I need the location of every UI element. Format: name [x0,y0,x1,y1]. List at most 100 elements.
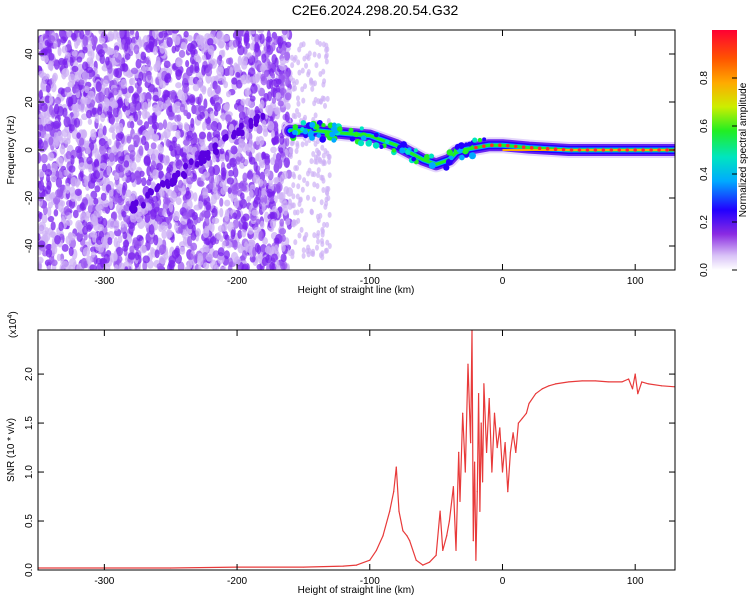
snr-point [499,427,501,429]
spectrogram-y-axis: -40 -20 0 20 40 [24,48,675,253]
noise-blob [146,179,152,186]
noise-blob [48,136,54,146]
noise-blob [301,97,306,104]
noise-blob [159,42,166,54]
noise-blob [124,95,129,107]
x-tick-label: -300 [94,276,114,287]
noise-blob [197,200,204,210]
colorbar-label: Normalized spectral amplitude [738,82,749,217]
noise-blob [310,85,315,92]
snr-point [475,559,477,561]
noise-blob [231,195,238,203]
noise-blob [121,185,126,196]
noise-blob [99,154,107,165]
colorbar: 0.0 0.2 0.4 0.6 0.8 Normalized spectral ampl… [699,30,749,277]
snr-point [170,567,172,569]
noise-blob [124,41,129,52]
noise-blob [186,199,193,210]
noise-blob [66,30,72,38]
noise-blob [239,192,245,200]
noise-blob [233,62,239,72]
noise-blob [291,85,296,92]
noise-blob [291,221,296,228]
noise-blob [166,166,171,174]
signal-speckle [373,132,379,138]
signal-speckle [482,137,487,142]
noise-blob [141,177,147,187]
snr-point [509,451,512,454]
noise-blob [256,124,263,134]
noise-blob [205,253,213,262]
snr-point [481,481,484,483]
noise-blob [117,196,125,206]
noise-blob [168,260,176,269]
snr-point [448,520,450,522]
noise-blob [219,181,227,188]
noise-blob [82,46,88,54]
noise-blob [38,233,41,241]
noise-blob [315,171,320,178]
noise-blob [211,217,220,224]
noise-blob [219,197,224,207]
noise-blob [290,249,295,256]
noise-blob [168,105,173,113]
noise-blob [158,31,164,39]
signal-speckle [324,131,331,138]
noise-blob [277,100,284,107]
signal-speckle [400,141,408,148]
noise-blob [321,81,326,88]
noise-blob [255,218,261,225]
noise-blob [295,143,300,150]
noise-blob [46,180,52,190]
snr-x-label: Height of straight line (km) [298,585,415,596]
noise-blob [293,165,298,172]
noise-blob [199,194,204,202]
noise-blob [292,173,297,180]
noise-blob [129,30,135,35]
noise-blob [68,258,77,267]
noise-blob [133,134,140,145]
noise-blob [246,170,253,180]
noise-blob [40,102,48,112]
noise-blob [169,194,177,203]
noise-blob [74,188,82,196]
noise-blob [255,136,260,146]
noise-blob [315,153,320,160]
noise-blob [320,226,325,233]
snr-point [627,378,630,380]
noise-blob [47,124,52,132]
noise-blob [69,124,75,132]
noise-blob [54,96,62,105]
snr-point [641,381,643,383]
noise-blob [296,217,301,224]
noise-blob [187,34,193,42]
noise-blob [82,247,91,257]
snr-point [455,549,457,552]
signal-speckle [348,127,354,133]
noise-blob [291,193,296,200]
snr-point [594,380,596,382]
noise-blob [254,186,260,198]
snr-point [402,530,404,532]
noise-blob [320,174,325,181]
noise-blob [267,107,273,117]
snr-point [382,535,384,537]
noise-blob [115,125,121,135]
noise-blob [105,56,110,66]
noise-blob [210,120,219,132]
figure-title: C2E6.2024.298.20.54.G32 [292,2,459,18]
snr-point [395,466,397,468]
noise-blob [206,123,212,131]
signal-speckle [360,135,367,141]
signal-speckle [331,126,337,132]
noise-blob [164,76,169,84]
noise-blob [61,244,69,252]
noise-blob [244,87,252,96]
noise-blob [167,222,172,230]
noise-blob [120,221,125,228]
noise-blob [240,98,246,106]
noise-blob [185,186,190,196]
noise-blob [297,112,302,119]
noise-blob [52,120,61,130]
noise-blob [166,138,171,148]
